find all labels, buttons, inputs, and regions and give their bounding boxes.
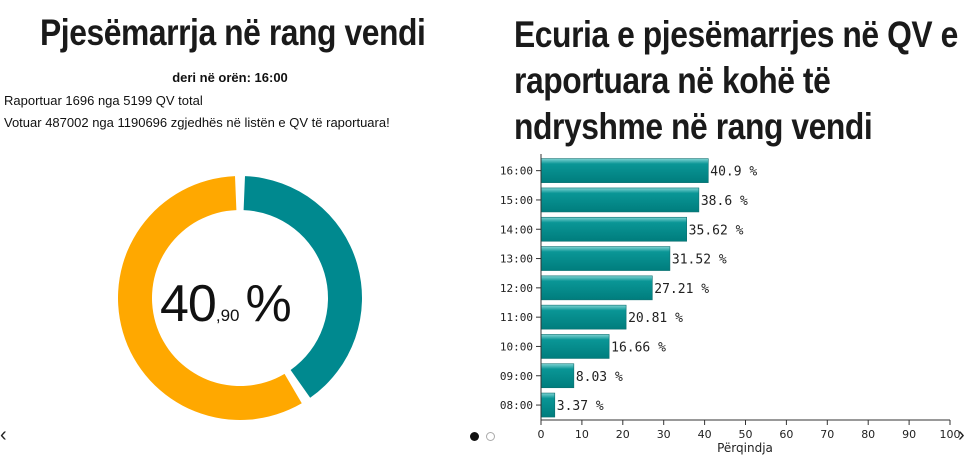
bar-value-label: 27.21 %: [654, 282, 709, 297]
x-tick-label: 50: [739, 428, 753, 441]
bar-1100: [540, 304, 627, 330]
donut-slice-turnout: [243, 176, 362, 398]
turnout-donut-chart: [117, 176, 362, 420]
turnout-unit: %: [245, 275, 291, 333]
x-tick-label: 20: [616, 428, 630, 441]
previous-slide-arrow[interactable]: ‹: [0, 424, 7, 446]
x-tick-label: 90: [902, 428, 916, 441]
x-tick-label: 80: [861, 428, 875, 441]
x-tick-label: 100: [940, 428, 961, 441]
y-tick-label: 11:00: [500, 311, 533, 324]
bar-1000: [540, 334, 610, 359]
bar-value-label: 31.52 %: [672, 253, 727, 268]
turnout-value: 40,90%: [160, 274, 292, 334]
y-tick-label: 15:00: [500, 194, 533, 207]
bar-1500: [540, 187, 700, 213]
y-tick-label: 10:00: [500, 340, 533, 353]
x-tick-label: 70: [820, 428, 834, 441]
bar-value-label: 3.37 %: [557, 399, 604, 414]
x-tick-label: 40: [698, 428, 712, 441]
slide-dot-2[interactable]: [486, 432, 495, 441]
voted-count-text: Votuar 487002 nga 1190696 zgjedhës në li…: [4, 115, 390, 130]
x-tick-label: 60: [779, 428, 793, 441]
bar-1600: [540, 158, 709, 183]
turnout-title: Pjesëmarrja në rang vendi: [40, 12, 426, 53]
bar-1400: [540, 216, 687, 242]
bar-1300: [540, 246, 671, 271]
x-tick-label: 0: [538, 428, 545, 441]
progress-chart-title: Ecuria e pjesëmarrjes në QV e raportuara…: [514, 14, 958, 147]
y-tick-label: 08:00: [500, 399, 533, 412]
bar-value-label: 38.6 %: [701, 194, 748, 209]
turnout-decimal: ,90: [215, 306, 240, 325]
y-tick-label: 14:00: [500, 223, 533, 236]
donut-slice-remaining: [117, 176, 302, 420]
y-tick-label: 12:00: [500, 282, 533, 295]
bar-value-label: 35.62 %: [689, 223, 744, 238]
x-tick-label: 10: [575, 428, 589, 441]
turnout-integer: 40: [160, 275, 217, 333]
slide-dot-1[interactable]: [470, 432, 479, 441]
hourly-turnout-bar-chart: 40.9 % 38.6 % 35.62 % 31.52 % 27.21 % 20.81 %…: [500, 154, 961, 455]
bar-value-label: 16.66 %: [611, 340, 666, 355]
x-tick-label: 30: [657, 428, 671, 441]
bar-value-label: 40.9 %: [710, 165, 757, 180]
as-of-time: deri në orën: 16:00: [172, 70, 288, 85]
reported-stations-text: Raportuar 1696 nga 5199 QV total: [4, 93, 203, 108]
bar-0900: [540, 363, 575, 389]
bar-value-label: 8.03 %: [576, 370, 623, 385]
next-slide-arrow[interactable]: ›: [958, 424, 965, 446]
y-tick-label: 16:00: [500, 165, 533, 178]
bar-value-label: 20.81 %: [628, 311, 683, 326]
bar-0800: [540, 392, 556, 418]
bar-1200: [540, 275, 653, 301]
x-axis-title: Përqindja: [717, 441, 773, 455]
y-tick-label: 09:00: [500, 370, 533, 383]
y-tick-label: 13:00: [500, 253, 533, 266]
